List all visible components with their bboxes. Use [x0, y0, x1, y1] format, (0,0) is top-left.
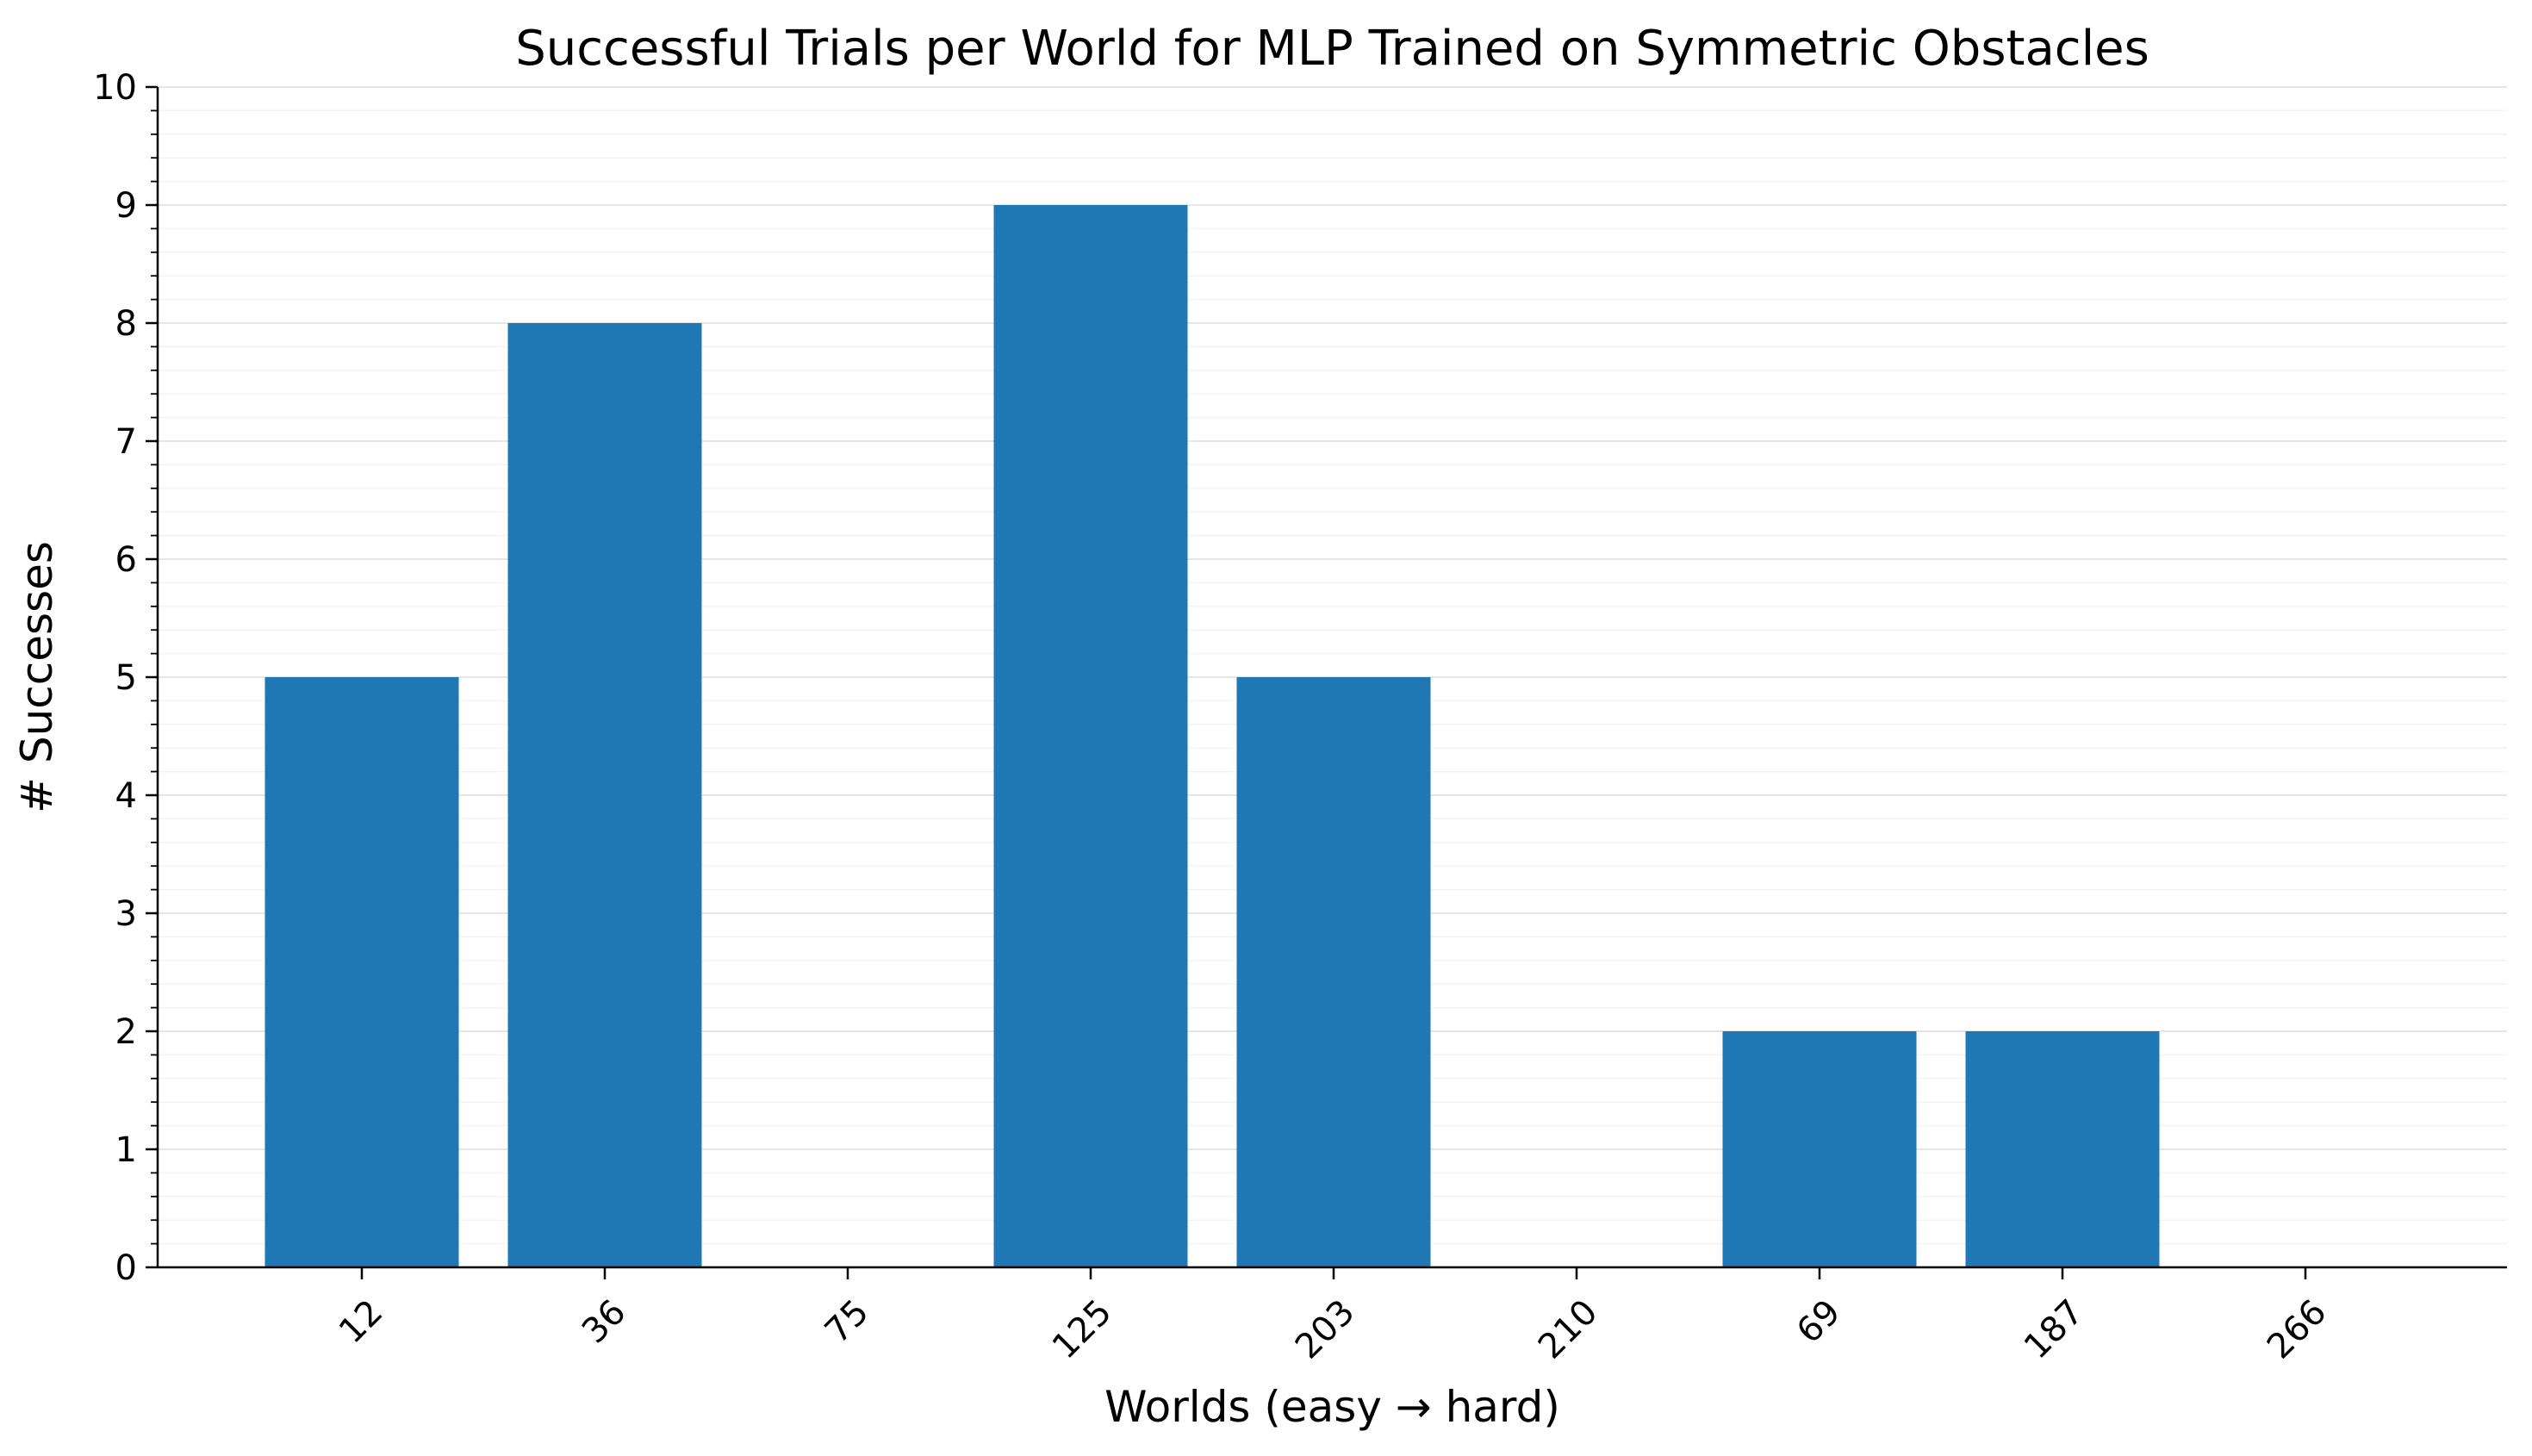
y-tick-label: 5 — [115, 658, 137, 698]
y-tick-label: 0 — [115, 1248, 137, 1288]
y-tick-label: 6 — [115, 540, 137, 580]
y-tick-label: 7 — [115, 422, 137, 462]
bar-36 — [507, 323, 702, 1267]
y-tick-label: 4 — [115, 776, 137, 816]
y-axis-label: # Successes — [12, 541, 62, 813]
y-tick-label: 10 — [93, 68, 137, 108]
bar-187 — [1965, 1031, 2160, 1267]
y-tick-label: 2 — [115, 1012, 137, 1052]
y-tick-label: 3 — [115, 894, 137, 934]
bar-12 — [264, 677, 459, 1267]
y-tick-label: 1 — [115, 1130, 137, 1170]
bars — [264, 205, 2160, 1267]
bar-125 — [993, 205, 1188, 1267]
bar-203 — [1236, 677, 1431, 1267]
bar-69 — [1722, 1031, 1917, 1267]
chart-title: Successful Trials per World for MLP Trai… — [515, 21, 2149, 77]
y-ticks: 0 1 2 3 4 5 6 7 8 9 10 — [93, 68, 158, 1288]
y-tick-label: 9 — [115, 186, 137, 226]
y-tick-label: 8 — [115, 304, 137, 344]
x-axis-label: Worlds (easy → hard) — [1104, 1382, 1560, 1432]
